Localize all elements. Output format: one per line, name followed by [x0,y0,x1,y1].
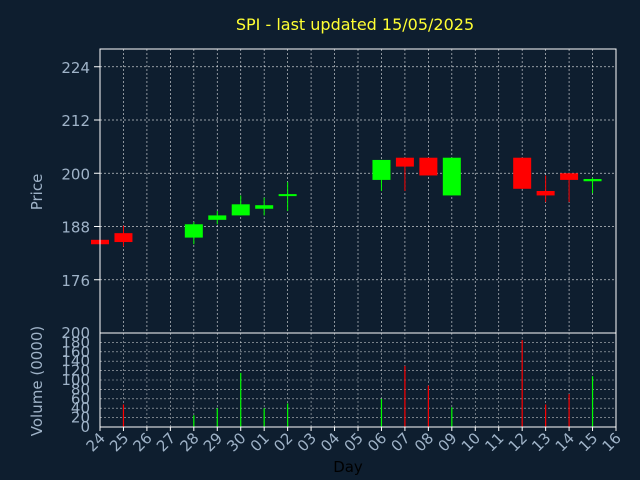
candle-body [114,233,133,243]
price-tick-label: 212 [61,112,90,130]
candle-body [513,157,532,189]
price-tick-label: 176 [61,272,90,290]
price-tick-label: 200 [61,165,90,183]
day-axis-label: Day [333,458,363,476]
volume-tick-label: 100 [61,371,90,389]
volume-tick-label: 140 [61,352,90,370]
volume-tick-label: 180 [61,333,90,351]
candle-12 [513,157,532,189]
candle-15 [583,177,602,194]
price-tick-label: 224 [61,59,90,77]
volume-axis-label: Volume (0000) [28,326,46,436]
candle-body [208,215,227,220]
x-tick-label: 16 [599,429,625,455]
volume-tick-label: 60 [71,390,90,408]
x-tick-label: 07 [388,429,414,455]
candle-25 [114,225,133,247]
volume-tick-label: 160 [61,343,90,361]
x-tick-label: 12 [505,429,531,455]
x-tick-label: 06 [364,429,390,455]
volume-tick-label: 0 [80,418,90,436]
x-tick-label: 11 [481,429,507,455]
x-tick-label: 26 [130,429,156,455]
price-tick-label: 188 [61,219,90,237]
volume-tick-label: 80 [71,380,90,398]
x-tick-labels: 2425262728293001020304050607080910111213… [83,427,625,455]
candle-body [442,157,461,196]
x-tick-label: 02 [270,429,296,455]
candle-body [419,157,438,176]
candle-06 [372,159,391,191]
candle-07 [395,157,414,191]
x-tick-label: 29 [200,429,226,455]
candle-09 [442,157,461,196]
price-panel: 176 188 200 212 224 [61,48,617,334]
x-tick-label: 13 [528,429,554,455]
candle-body [255,205,274,209]
candle-body [184,224,203,238]
x-tick-label: 27 [153,429,179,455]
candle-02 [278,182,297,211]
x-tick-label: 09 [434,429,460,455]
candle-14 [560,173,579,203]
x-tick-label: 15 [575,429,601,455]
candle-body [583,179,602,182]
candle-body [536,191,555,196]
candle-body [395,157,414,167]
candle-13 [536,175,555,203]
volume-tick-label: 200 [61,324,90,342]
price-axis-label: Price [28,174,46,211]
x-tick-label: 01 [247,429,273,455]
x-tick-label: 14 [552,429,578,455]
candle-29 [208,210,227,225]
x-tick-label: 25 [106,429,132,455]
x-tick-label: 04 [317,429,343,455]
candle-30 [231,195,250,216]
volume-tick-label: 120 [61,362,90,380]
x-tick-label: 05 [341,429,367,455]
x-tick-label: 08 [411,429,437,455]
x-tick-label: 03 [294,429,320,455]
candle-body [560,173,579,180]
candle-28 [184,222,203,245]
candle-01 [255,197,274,216]
candle-08 [419,157,438,176]
candle-body [231,204,250,216]
chart-title: SPI - last updated 15/05/2025 [236,15,474,34]
volume-tick-label: 20 [71,409,90,427]
x-tick-label: 28 [176,429,202,455]
x-tick-label: 30 [223,429,249,455]
candle-body [278,194,297,197]
candle-body [372,159,391,180]
x-tick-label: 10 [458,429,484,455]
volume-tick-label: 40 [71,399,90,417]
